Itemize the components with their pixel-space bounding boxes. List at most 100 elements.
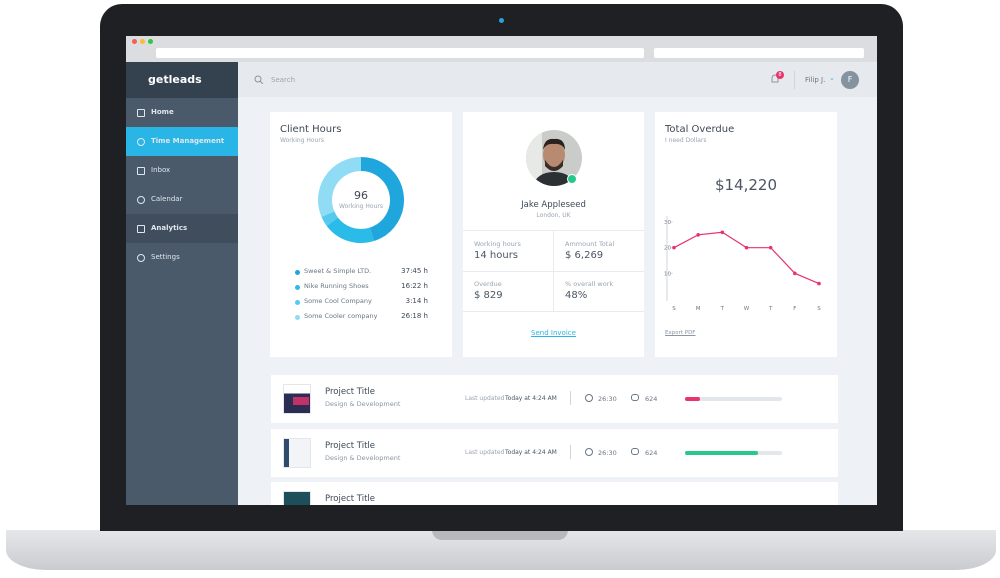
line-point <box>768 245 773 250</box>
nav-label: Time Management <box>151 137 225 145</box>
logo-area: getleads <box>126 62 238 98</box>
divider <box>794 71 795 89</box>
y-tick-label: 10 <box>664 271 671 277</box>
address-bar[interactable] <box>156 48 644 58</box>
user-name[interactable]: Filip J. <box>805 76 826 84</box>
x-tick-label: S <box>817 306 821 312</box>
legend-dot <box>295 270 300 275</box>
browser-search[interactable] <box>654 48 864 58</box>
legend-dot <box>295 315 300 320</box>
nav-icon <box>137 138 145 146</box>
card-subtitle: Working Hours <box>280 137 324 144</box>
search-input[interactable]: Search <box>271 76 296 84</box>
export-link[interactable]: Export PDF <box>665 330 696 336</box>
time-spent: 26:30 <box>598 448 617 457</box>
project-title: Project Title <box>325 387 375 397</box>
line-point <box>672 245 676 250</box>
nav-item[interactable]: Inbox <box>126 156 238 185</box>
clock-icon <box>585 447 593 456</box>
camera <box>499 18 504 23</box>
card-title: Client Hours <box>280 124 342 135</box>
card-title: Total Overdue <box>665 124 735 135</box>
y-tick-label: 30 <box>664 220 671 226</box>
nav-item[interactable]: Settings <box>126 243 238 272</box>
x-tick-label: T <box>720 306 725 312</box>
nav-item[interactable]: Home <box>126 98 238 127</box>
avatar[interactable]: F <box>841 71 859 89</box>
x-tick-label: T <box>768 306 773 312</box>
client-hours: 26:18 h <box>401 312 428 320</box>
client-hours-card: Client Hours Working Hours 96 Working Ho… <box>270 112 452 357</box>
clock-icon <box>585 394 593 402</box>
nav-label: Settings <box>151 253 180 261</box>
line-point <box>720 230 725 235</box>
nav-label: Home <box>151 108 174 116</box>
line-point <box>817 281 821 286</box>
separator <box>570 391 571 405</box>
project-row[interactable]: Project Title Design & Development Last up… <box>271 375 838 423</box>
client-hours: 16:22 h <box>401 282 428 290</box>
donut-segment <box>318 157 362 217</box>
profile-name: Jake Appleseed <box>521 200 586 210</box>
nav-icon <box>137 109 145 117</box>
project-row[interactable]: Project Title <box>271 482 838 505</box>
project-row[interactable]: Project Title Design & Development Last up… <box>271 428 838 477</box>
nav-label: Calendar <box>151 195 183 203</box>
updated-time: Today at 4:24 AM <box>505 448 557 456</box>
sidebar: getleads Home Time Management Inbox Calenda… <box>126 62 238 505</box>
nav-icon <box>137 254 145 262</box>
laptop-notch <box>432 530 568 540</box>
nav-item[interactable]: Time Management <box>126 127 238 156</box>
donut-segment <box>321 211 338 226</box>
line-point <box>696 233 700 237</box>
nav-item[interactable]: Calendar <box>126 185 238 214</box>
donut-segment <box>326 217 374 243</box>
overdue-amount: $14,220 <box>714 176 778 194</box>
stat-label: Working hours <box>474 240 521 248</box>
x-tick-label: F <box>793 306 796 312</box>
updated-label: Last updated <box>465 395 505 402</box>
client-name: Some Cool Company <box>304 297 372 305</box>
stat-value: $ 6,269 <box>565 250 604 261</box>
project-thumbnail <box>283 437 311 468</box>
project-subtitle: Design & Development <box>325 400 401 408</box>
nav-icon <box>137 196 145 204</box>
progress-track <box>685 397 782 401</box>
stat-value: 14 hours <box>474 250 519 261</box>
stat-value: $ 829 <box>474 290 503 301</box>
send-invoice-link[interactable]: Send Invoice <box>531 329 576 337</box>
caret: ⌄ <box>829 74 835 82</box>
progress-bar <box>685 450 758 455</box>
nav-label: Inbox <box>151 166 171 174</box>
stat-label: Ammount Total <box>565 240 615 248</box>
comment-icon <box>631 447 639 455</box>
client-name: Sweet & Simple LTD. <box>304 267 372 275</box>
line-point <box>793 271 797 276</box>
client-name: Some Cooler company <box>304 312 378 320</box>
online-status <box>567 174 577 184</box>
card-subtitle: I need Dollars <box>665 137 707 144</box>
project-title: Project Title <box>325 440 375 451</box>
updated-label: Last updated <box>465 448 505 456</box>
window-minimize[interactable] <box>140 39 145 44</box>
screen: getleads Home Time Management Inbox Calenda… <box>126 36 877 505</box>
line-chart: 10 20 30 S M T W T F S <box>664 216 821 312</box>
client-hours: 3:14 h <box>405 297 428 305</box>
stat-label: Overdue <box>474 280 502 288</box>
profile-card: Jake Appleseed London, UK Working hours 1… <box>463 112 644 357</box>
donut-segment <box>360 157 404 241</box>
x-tick-label: S <box>672 306 676 312</box>
comment-count: 624 <box>645 448 658 457</box>
client-hours: 37:45 h <box>401 267 428 275</box>
nav-item[interactable]: Analytics <box>126 214 238 243</box>
profile-location: London, UK <box>536 212 571 219</box>
notification-badge: 8 <box>776 71 784 79</box>
window-close[interactable] <box>132 39 137 44</box>
legend-dot <box>295 285 300 290</box>
project-title: Project Title <box>325 494 375 504</box>
window-maximize[interactable] <box>148 39 153 44</box>
stat-value: 48% <box>565 290 588 301</box>
x-tick-label: W <box>744 306 750 312</box>
separator <box>570 444 571 459</box>
